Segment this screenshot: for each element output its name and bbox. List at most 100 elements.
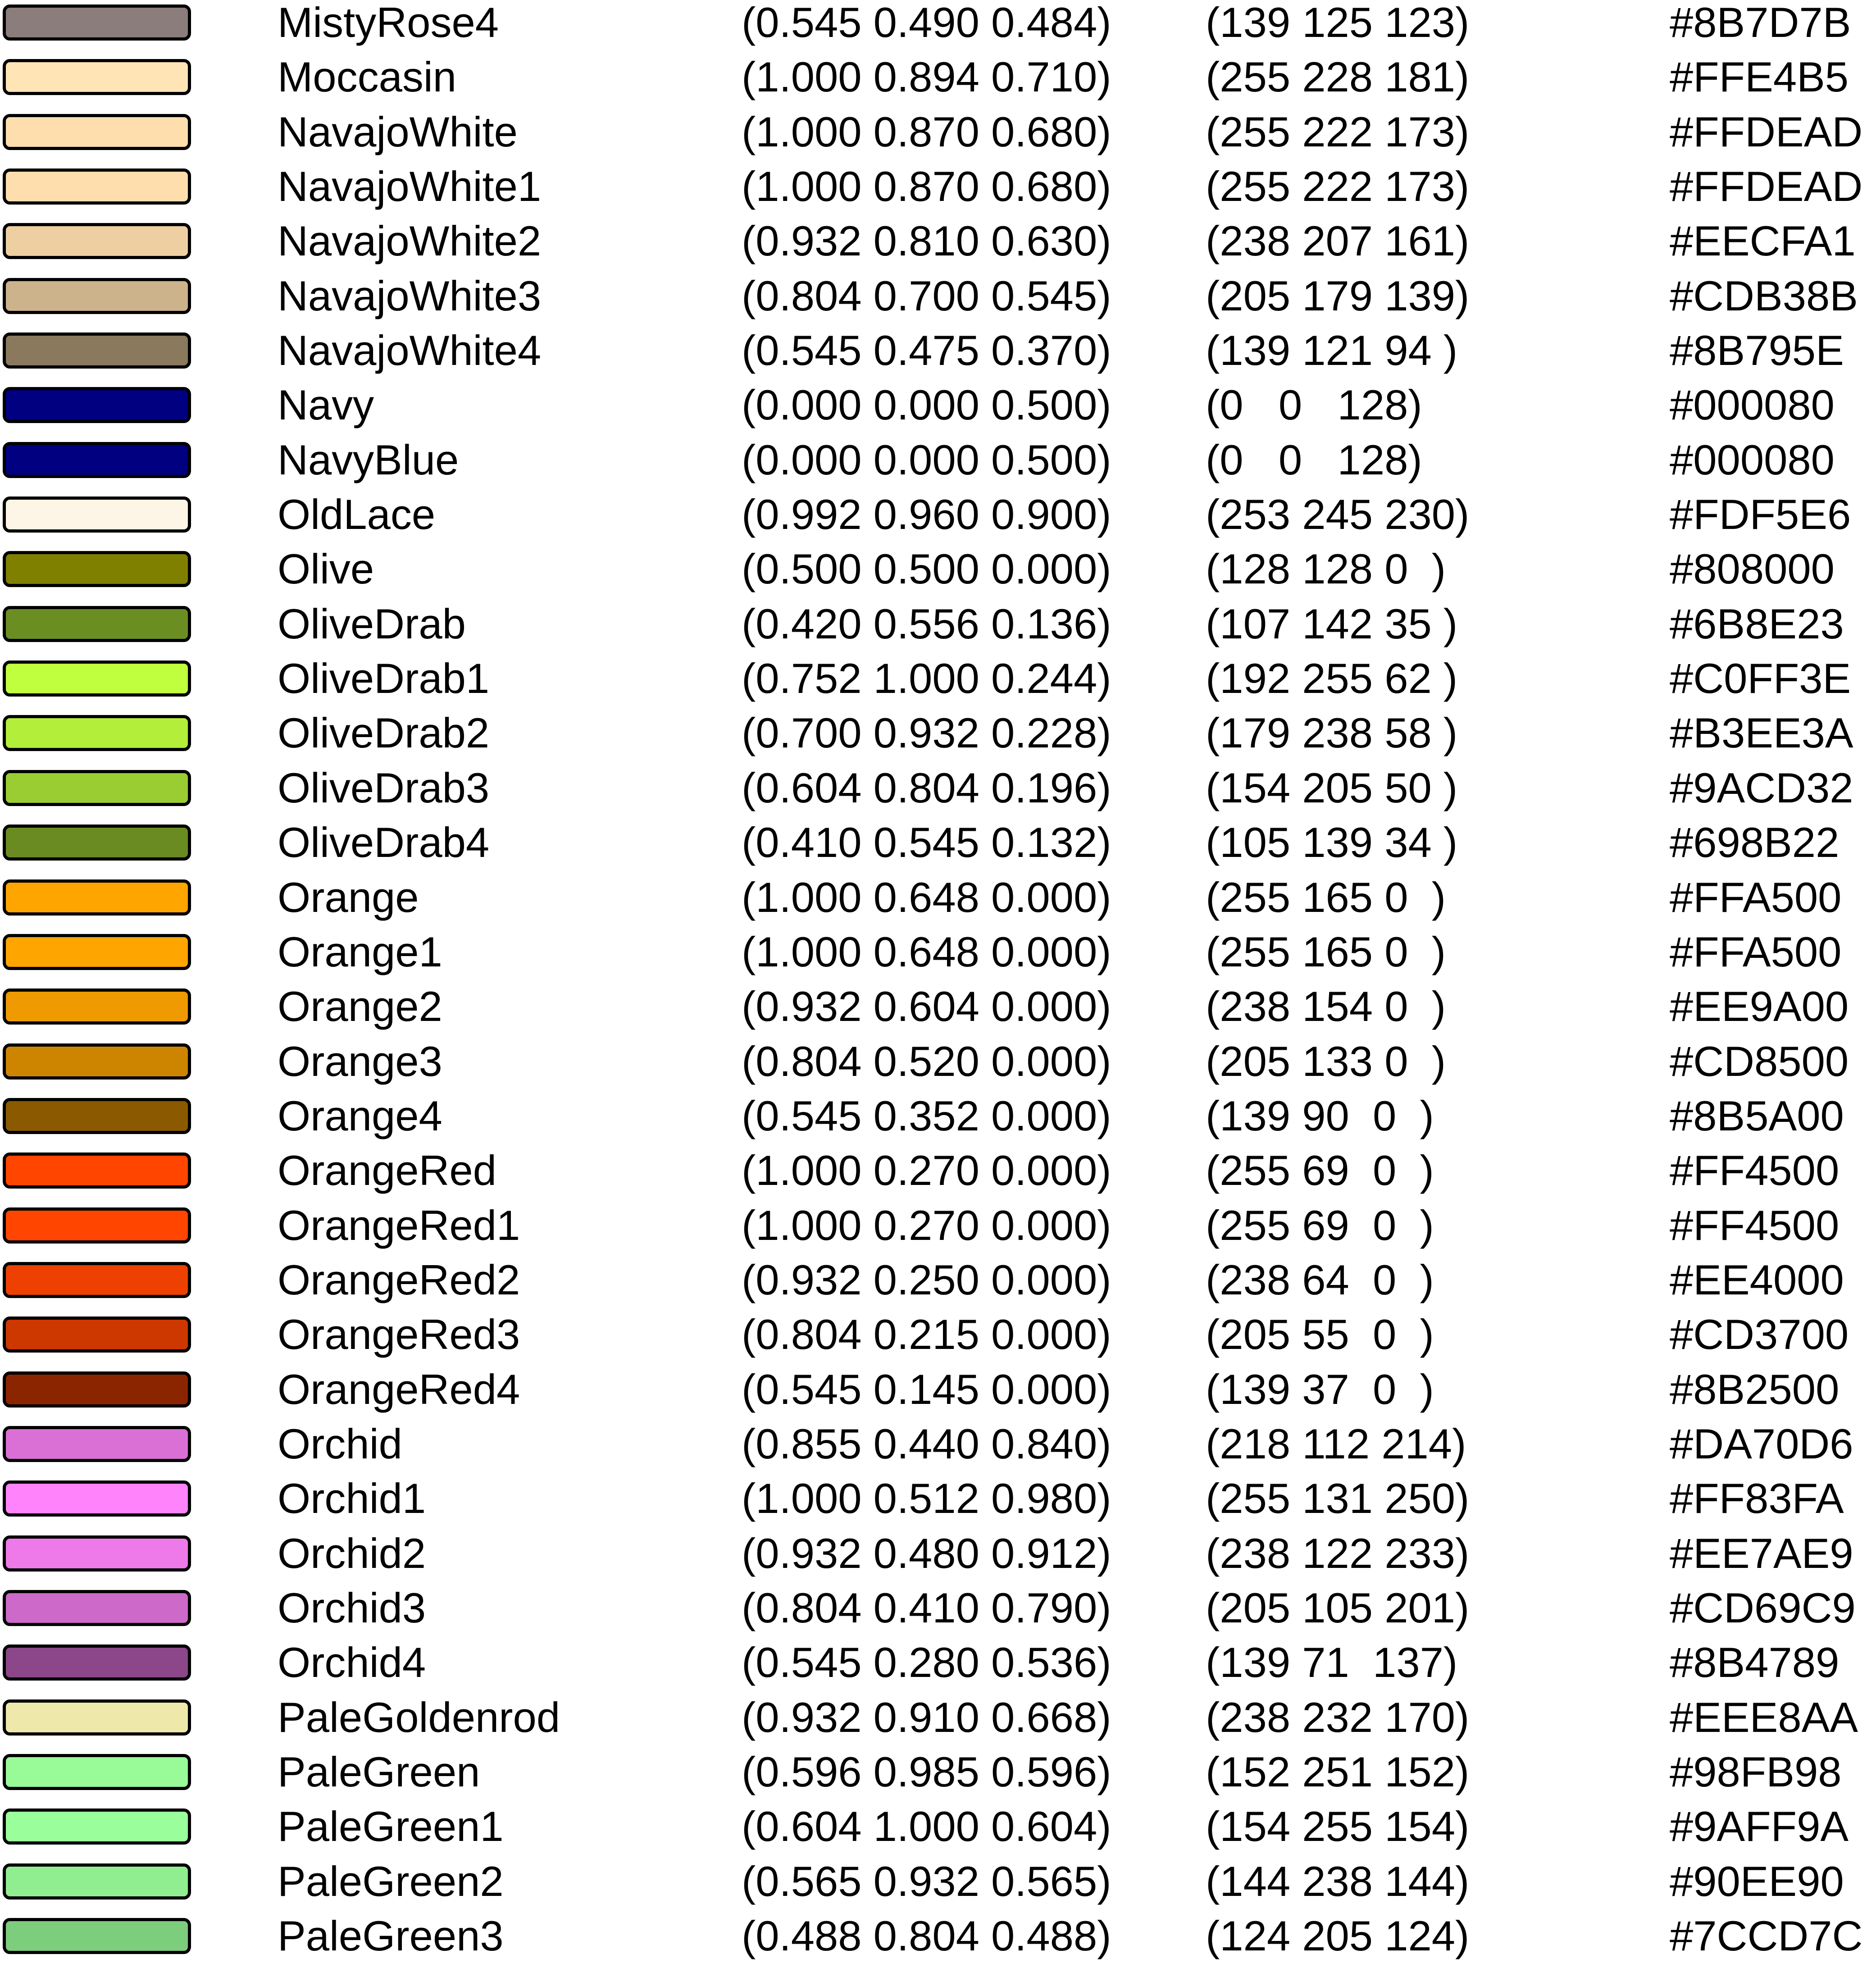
color-swatch	[3, 1918, 191, 1954]
color-rgb-value: (255 69 0 )	[1206, 1201, 1434, 1249]
color-rgb-value: (255 165 0 )	[1206, 928, 1446, 975]
color-decimal-value: (0.565 0.932 0.565)	[742, 1857, 1111, 1905]
color-name: OliveDrab	[278, 600, 466, 647]
color-name: OrangeRed2	[278, 1256, 520, 1303]
color-row: NavyBlue (0.000 0.000 0.500) (0 0 128) #000…	[0, 437, 1876, 492]
color-hex-value: #6B8E23	[1670, 600, 1844, 647]
color-row: Orchid1 (1.000 0.512 0.980) (255 131 250) #…	[0, 1476, 1876, 1531]
color-name: Olive	[278, 545, 374, 593]
color-hex-value: #FF4500	[1670, 1147, 1840, 1194]
color-decimal-value: (0.804 0.410 0.790)	[742, 1584, 1111, 1631]
color-name: Moccasin	[278, 53, 457, 101]
color-row: Orange2 (0.932 0.604 0.000) (238 154 0 ) #E…	[0, 984, 1876, 1039]
color-swatch	[3, 114, 191, 150]
color-decimal-value: (0.855 0.440 0.840)	[742, 1420, 1111, 1467]
color-hex-value: #FF4500	[1670, 1201, 1840, 1249]
color-decimal-value: (0.700 0.932 0.228)	[742, 709, 1111, 757]
color-rgb-value: (205 55 0 )	[1206, 1311, 1434, 1358]
color-rgb-value: (238 154 0 )	[1206, 983, 1446, 1030]
color-hex-value: #FFA500	[1670, 873, 1842, 921]
color-hex-value: #FF83FA	[1670, 1475, 1844, 1522]
color-hex-value: #698B22	[1670, 819, 1840, 866]
color-hex-value: #CD8500	[1670, 1037, 1849, 1085]
color-decimal-value: (0.604 0.804 0.196)	[742, 764, 1111, 811]
color-swatch	[3, 333, 191, 369]
color-row: Olive (0.500 0.500 0.000) (128 128 0 ) #808…	[0, 547, 1876, 601]
color-decimal-value: (0.804 0.520 0.000)	[742, 1037, 1111, 1085]
color-row: PaleGreen1 (0.604 1.000 0.604) (154 255 15…	[0, 1804, 1876, 1859]
color-swatch	[3, 1043, 191, 1080]
color-rgb-value: (255 131 250)	[1206, 1475, 1470, 1522]
color-name: OliveDrab4	[278, 819, 490, 866]
color-swatch	[3, 1535, 191, 1572]
color-row: Orange3 (0.804 0.520 0.000) (205 133 0 ) #C…	[0, 1039, 1876, 1093]
color-name: PaleGreen	[278, 1748, 480, 1795]
color-hex-value: #EE4000	[1670, 1256, 1844, 1303]
color-rgb-value: (139 121 94 )	[1206, 327, 1458, 374]
color-name: OliveDrab1	[278, 655, 490, 702]
color-decimal-value: (1.000 0.870 0.680)	[742, 108, 1111, 155]
color-name: MistyRose4	[278, 0, 499, 46]
color-hex-value: #FDF5E6	[1670, 491, 1851, 538]
color-rgb-value: (238 232 170)	[1206, 1693, 1470, 1741]
color-swatch	[3, 1207, 191, 1244]
color-row: NavajoWhite3 (0.804 0.700 0.545) (205 179 …	[0, 273, 1876, 328]
color-rgb-value: (238 122 233)	[1206, 1529, 1470, 1577]
color-rgb-value: (154 255 154)	[1206, 1803, 1470, 1850]
color-name: OldLace	[278, 491, 436, 538]
color-row: OrangeRed3 (0.804 0.215 0.000) (205 55 0 )…	[0, 1312, 1876, 1367]
color-hex-value: #CD3700	[1670, 1311, 1849, 1358]
color-decimal-value: (1.000 0.870 0.680)	[742, 163, 1111, 210]
color-decimal-value: (0.500 0.500 0.000)	[742, 545, 1111, 593]
color-rgb-value: (255 222 173)	[1206, 163, 1470, 210]
color-swatch	[3, 1699, 191, 1736]
color-rgb-value: (218 112 214)	[1206, 1420, 1466, 1467]
color-swatch	[3, 223, 191, 260]
color-name: Orange2	[278, 983, 442, 1030]
color-hex-value: #CD69C9	[1670, 1584, 1856, 1631]
color-swatch	[3, 169, 191, 205]
color-decimal-value: (0.992 0.960 0.900)	[742, 491, 1111, 538]
color-row: Moccasin (1.000 0.894 0.710) (255 228 181)…	[0, 55, 1876, 109]
color-rgb-value: (105 139 34 )	[1206, 819, 1458, 866]
color-decimal-value: (0.932 0.604 0.000)	[742, 983, 1111, 1030]
color-swatch	[3, 1262, 191, 1298]
color-name: NavajoWhite3	[278, 272, 542, 319]
color-rgb-value: (255 69 0 )	[1206, 1147, 1434, 1194]
color-swatch	[3, 606, 191, 642]
color-row: PaleGoldenrod (0.932 0.910 0.668) (238 232…	[0, 1695, 1876, 1749]
color-row: Orchid2 (0.932 0.480 0.912) (238 122 233) #…	[0, 1531, 1876, 1585]
color-row: NavajoWhite2 (0.932 0.810 0.630) (238 207 …	[0, 219, 1876, 273]
color-name: Orange	[278, 873, 419, 921]
color-rgb-value: (255 222 173)	[1206, 108, 1470, 155]
color-row: PaleGreen3 (0.488 0.804 0.488) (124 205 12…	[0, 1913, 1876, 1968]
color-row: OliveDrab4 (0.410 0.545 0.132) (105 139 34…	[0, 820, 1876, 875]
color-decimal-value: (0.000 0.000 0.500)	[742, 381, 1111, 429]
color-swatch	[3, 825, 191, 861]
color-hex-value: #000080	[1670, 381, 1835, 429]
color-decimal-value: (1.000 0.512 0.980)	[742, 1475, 1111, 1522]
color-swatch	[3, 59, 191, 96]
color-swatch	[3, 387, 191, 424]
color-row: OliveDrab2 (0.700 0.932 0.228) (179 238 58…	[0, 711, 1876, 765]
color-name: Orchid2	[278, 1529, 426, 1577]
color-swatch	[3, 879, 191, 916]
color-row: OliveDrab (0.420 0.556 0.136) (107 142 35 …	[0, 601, 1876, 656]
color-rgb-value: (152 251 152)	[1206, 1748, 1470, 1795]
color-decimal-value: (1.000 0.270 0.000)	[742, 1147, 1111, 1194]
color-rgb-value: (139 71 137)	[1206, 1639, 1458, 1686]
color-swatch	[3, 278, 191, 314]
color-rgb-value: (238 64 0 )	[1206, 1256, 1434, 1303]
color-decimal-value: (0.932 0.910 0.668)	[742, 1693, 1111, 1741]
color-swatch	[3, 1590, 191, 1626]
color-hex-value: #8B2500	[1670, 1365, 1840, 1413]
color-hex-value: #8B4789	[1670, 1639, 1840, 1686]
color-swatch	[3, 442, 191, 478]
color-row: PaleGreen (0.596 0.985 0.596) (152 251 152…	[0, 1749, 1876, 1804]
color-rgb-value: (205 133 0 )	[1206, 1037, 1446, 1085]
color-rgb-value: (139 37 0 )	[1206, 1365, 1434, 1413]
color-row: NavajoWhite4 (0.545 0.475 0.370) (139 121 …	[0, 328, 1876, 383]
color-row: MistyRose4 (0.545 0.490 0.484) (139 125 12…	[0, 0, 1876, 55]
color-hex-value: #90EE90	[1670, 1857, 1844, 1905]
